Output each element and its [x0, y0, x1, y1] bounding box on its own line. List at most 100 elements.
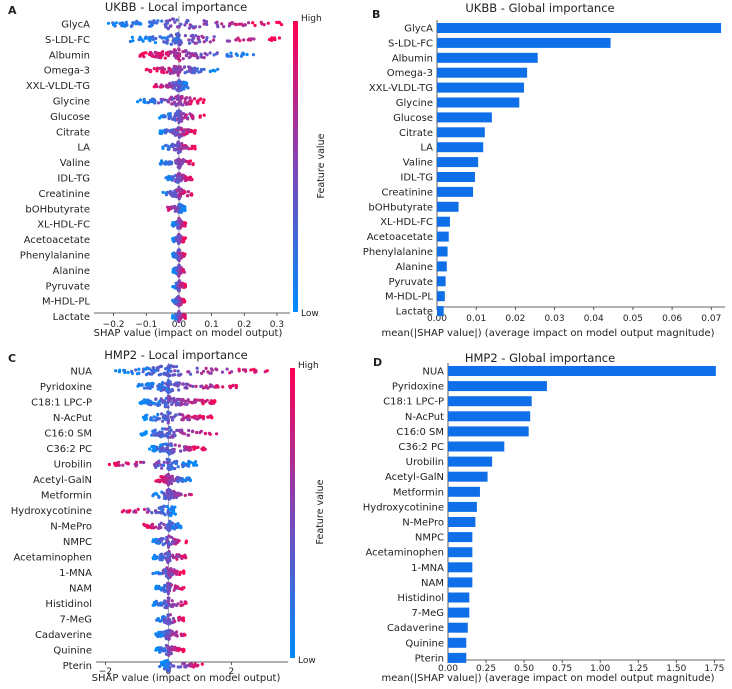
feature-label: Phenylalanine [363, 247, 433, 258]
bar [448, 562, 473, 573]
shap-point [181, 461, 185, 465]
shap-point [162, 460, 166, 464]
shap-point [196, 35, 201, 39]
shap-point [179, 603, 183, 608]
shap-point [168, 71, 172, 76]
shap-point [187, 177, 191, 181]
feature-label: bOHbutyrate [25, 204, 90, 215]
shap-point [114, 21, 118, 25]
shap-point [220, 22, 224, 26]
shap-point [189, 66, 193, 70]
shap-point [186, 19, 190, 23]
shap-point [185, 402, 189, 406]
shap-point [175, 557, 179, 561]
shap-point [167, 369, 172, 373]
feature-label: NUA [70, 367, 92, 378]
shap-point [164, 634, 168, 638]
shap-point [197, 398, 202, 402]
shap-point [184, 96, 188, 101]
shap-point [184, 115, 188, 119]
shap-point [175, 174, 179, 178]
shap-point [159, 586, 163, 590]
shap-point [198, 25, 202, 29]
shap-point [143, 400, 147, 404]
shap-point [178, 88, 182, 92]
shap-point [221, 385, 225, 389]
shap-point [171, 314, 175, 318]
shap-point [165, 535, 169, 539]
beeswarm-row [161, 140, 197, 155]
chart-title: UKBB - Local importance [105, 0, 247, 14]
shap-point [270, 36, 274, 40]
feature-label: Omega-3 [387, 68, 433, 79]
shap-point [138, 401, 142, 405]
shap-point [153, 433, 157, 437]
shap-point [152, 401, 156, 405]
shap-point [253, 23, 257, 28]
shap-point [177, 33, 181, 37]
bar [448, 366, 716, 376]
feature-label: Albumin [49, 50, 90, 61]
feature-label: Urobilin [54, 460, 92, 471]
shap-point [177, 141, 181, 145]
bar [437, 216, 450, 227]
shap-point [193, 66, 197, 70]
beeswarm-row [107, 457, 199, 472]
shap-point [189, 372, 193, 376]
bar [437, 37, 611, 48]
shap-point [170, 526, 174, 530]
shap-point [170, 316, 175, 320]
bar [448, 486, 480, 497]
shap-point [158, 619, 162, 623]
shap-point [176, 288, 180, 292]
bar [437, 231, 449, 242]
shap-point [162, 505, 166, 509]
shap-point [202, 56, 206, 60]
beeswarm-row [171, 279, 187, 293]
shap-point [228, 22, 232, 26]
shap-point [183, 316, 187, 320]
shap-point [176, 226, 180, 230]
feature-label: N-AcPut [405, 412, 444, 423]
shap-point [198, 115, 202, 119]
shap-point [176, 95, 180, 99]
x-tick-label: 0.05 [623, 314, 643, 324]
shap-point [266, 21, 270, 25]
shap-point [177, 320, 181, 324]
feature-label: C36:2 PC [398, 442, 444, 453]
shap-point [205, 22, 209, 27]
shap-point [181, 144, 185, 148]
shap-point [170, 476, 175, 480]
shap-point [167, 85, 171, 89]
shap-point [170, 461, 174, 465]
feature-label: Histidinol [45, 599, 92, 610]
feature-label: Alanine [396, 262, 433, 273]
shap-point [126, 370, 130, 375]
shap-point [191, 445, 196, 449]
beeswarm-row [151, 566, 186, 580]
colorbar-high-label: High [301, 14, 322, 24]
shap-point [147, 367, 151, 371]
shap-point [170, 252, 175, 256]
shap-point [173, 369, 177, 373]
shap-point [170, 193, 174, 197]
shap-point [160, 382, 164, 387]
shap-point [166, 384, 170, 388]
shap-point [203, 431, 208, 436]
shap-point [167, 534, 171, 538]
shap-point [169, 382, 173, 386]
shap-point [181, 252, 185, 256]
feature-label: S-LDL-FC [45, 35, 90, 46]
shap-point [195, 463, 199, 467]
shap-point [184, 445, 189, 449]
shap-point [169, 569, 173, 573]
shap-point [200, 400, 204, 404]
shap-point [135, 19, 139, 23]
feature-label: NMPC [415, 533, 444, 544]
shap-point [174, 572, 178, 576]
feature-label: Hydroxycotinine [363, 502, 444, 513]
shap-point [171, 117, 175, 121]
bar [437, 157, 479, 168]
shap-point [172, 479, 176, 483]
shap-point [158, 664, 162, 669]
